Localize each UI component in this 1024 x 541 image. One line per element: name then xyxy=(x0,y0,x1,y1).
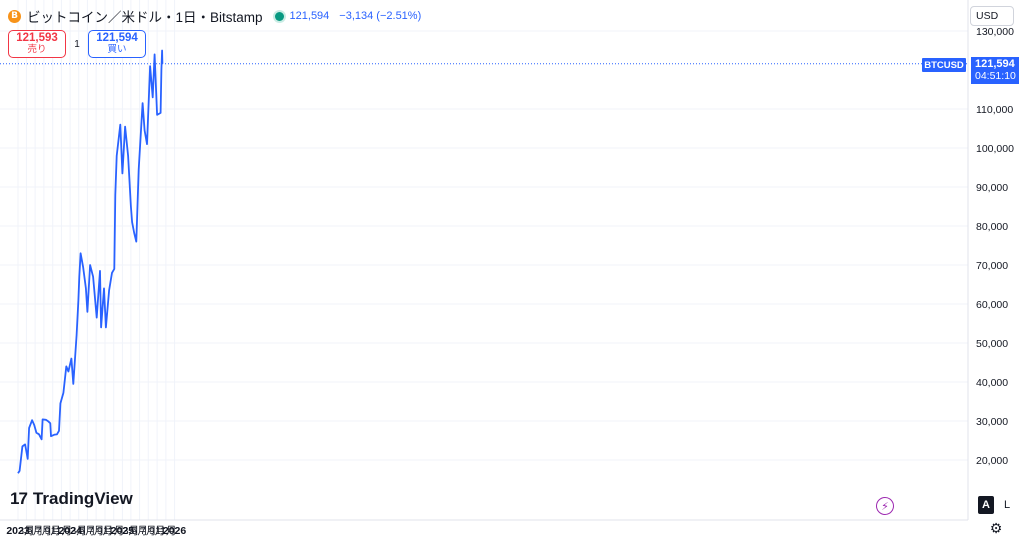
time-axis-label: 5月 xyxy=(27,525,43,537)
bar-countdown: 04:51:10 xyxy=(975,70,1016,82)
time-axis-label: 5月 xyxy=(131,525,147,537)
time-axis-label: 9月 xyxy=(45,525,61,537)
price-series-line xyxy=(17,49,164,474)
time-axis-label: 5月 xyxy=(79,525,95,537)
gear-icon[interactable]: ⚙ xyxy=(989,521,1003,537)
last-price-value: 121,594 xyxy=(975,58,1015,70)
time-axis-label: 2026 xyxy=(163,525,187,537)
buy-button[interactable]: 121,594 買い xyxy=(88,30,146,58)
symbol-title[interactable]: ビットコイン／米ドル・1日・Bitstamp xyxy=(27,10,263,25)
log-scale-button[interactable]: L xyxy=(1003,499,1011,511)
time-axis-label: 11月 xyxy=(103,525,124,537)
time-axis-label: 7月 xyxy=(36,525,52,537)
time-axis-label: 2025 xyxy=(111,525,135,537)
time-axis-label: 7月 xyxy=(88,525,104,537)
sell-button[interactable]: 121,593 売り xyxy=(8,30,66,58)
lightning-icon[interactable]: ⚡ xyxy=(876,497,894,515)
price-axis-label: 80,000 xyxy=(976,221,1008,233)
bitcoin-icon: B xyxy=(8,9,21,23)
time-axis-label: 3月 xyxy=(123,525,139,537)
price-axis-label: 50,000 xyxy=(976,338,1008,350)
time-axis-label: 9月 xyxy=(97,525,113,537)
price-axis-label: 70,000 xyxy=(976,260,1008,272)
price-axis-label: 90,000 xyxy=(976,182,1008,194)
buy-label: 買い xyxy=(107,44,127,55)
price-axis-label: 30,000 xyxy=(976,416,1008,428)
currency-select[interactable]: USD xyxy=(970,6,1014,26)
chart-header: B ビットコイン／米ドル・1日・Bitstamp 121,594 −3,134 … xyxy=(8,6,421,26)
time-axis-label: 3月 xyxy=(18,525,34,537)
spread-value: 1 xyxy=(74,38,80,50)
time-axis-label: 3月 xyxy=(71,525,87,537)
sell-price: 121,593 xyxy=(16,32,58,44)
price-axis-label: 60,000 xyxy=(976,299,1008,311)
time-axis-label: 9月 xyxy=(149,525,165,537)
tradingview-logo-icon: 17 xyxy=(10,489,28,508)
price-axis-label: 130,000 xyxy=(976,26,1014,38)
sell-label: 売り xyxy=(27,44,47,55)
price-axis-label: 20,000 xyxy=(976,455,1008,467)
tradingview-logo-text: TradingView xyxy=(32,489,133,508)
header-price: 121,594 xyxy=(289,10,330,22)
time-axis-label: 7月 xyxy=(140,525,156,537)
trade-panel: 121,593 売り 1 121,594 買い xyxy=(8,30,146,58)
last-price-label: 121,594 04:51:10 xyxy=(971,57,1019,84)
time-axis-label: 11月 xyxy=(155,525,176,537)
currency-label: USD xyxy=(976,10,999,22)
price-axis-label: 40,000 xyxy=(976,377,1008,389)
header-change: −3,134 (−2.51%) xyxy=(339,10,422,22)
price-axis-label: 100,000 xyxy=(976,143,1014,155)
price-axis-label: 110,000 xyxy=(976,104,1013,116)
market-status-icon[interactable] xyxy=(274,11,284,21)
auto-scale-button[interactable]: A xyxy=(978,496,994,514)
buy-price: 121,594 xyxy=(96,32,138,44)
tradingview-logo[interactable]: 17 TradingView xyxy=(10,489,133,509)
time-axis-label: 2023 xyxy=(6,525,30,537)
symbol-tag: BTCUSD xyxy=(922,58,966,72)
time-axis-label: 2024 xyxy=(58,525,82,537)
time-axis-label: 11月 xyxy=(51,525,72,537)
